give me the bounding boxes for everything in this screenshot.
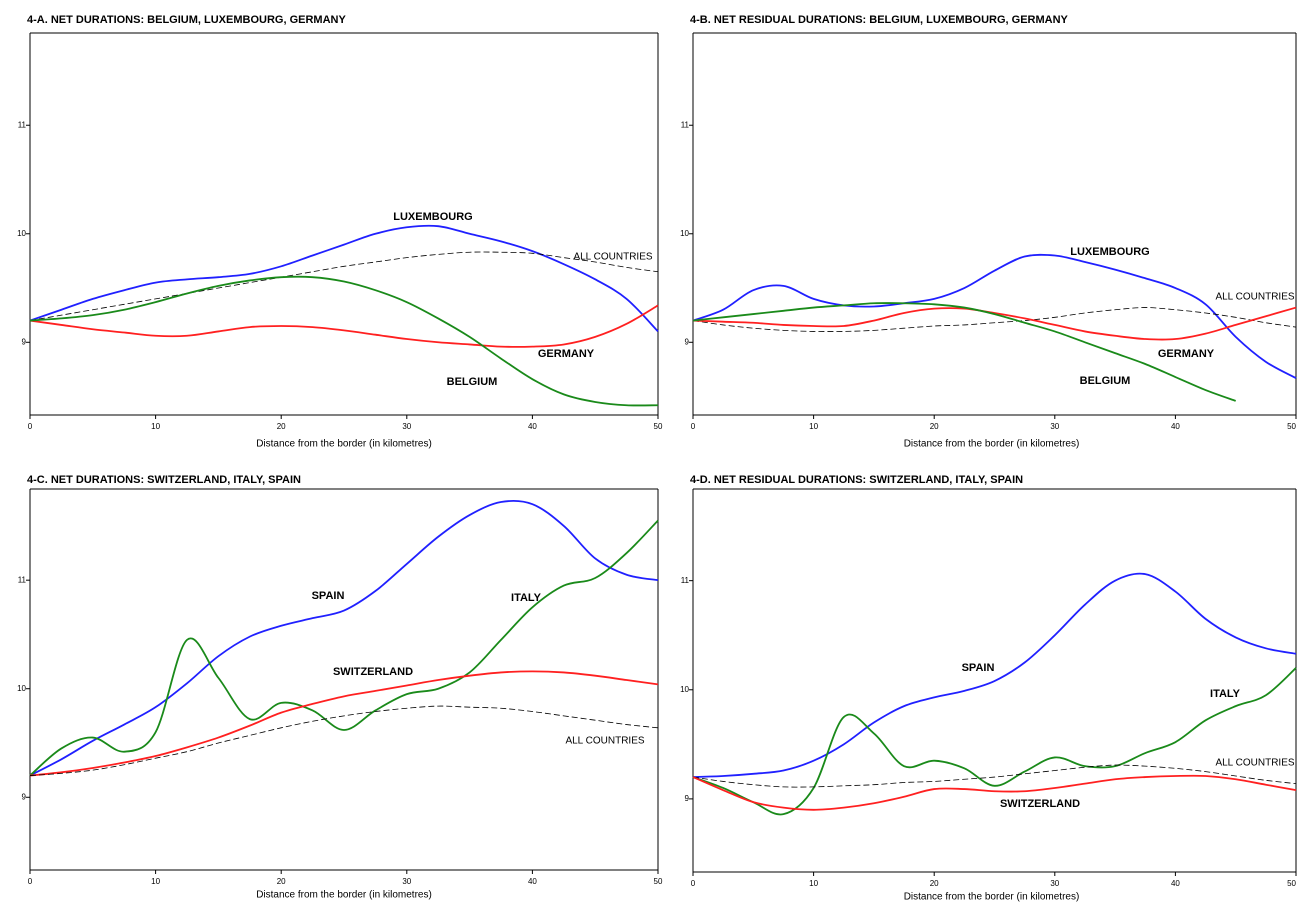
series-line (29, 224, 659, 333)
series-label: ALL COUNTRIES (1215, 758, 1294, 769)
x-tick-label: 30 (1050, 879, 1059, 888)
x-tick-label: 40 (1171, 422, 1180, 431)
y-tick-label: 10 (17, 684, 26, 693)
chart-title: 4-A. NET DURATIONS: BELGIUM, LUXEMBOURG,… (27, 14, 346, 26)
x-tick-label: 0 (691, 422, 696, 431)
y-tick-label: 10 (680, 229, 689, 238)
y-tick-label: 11 (18, 575, 27, 584)
series-line (29, 251, 659, 321)
chart-title: 4-D. NET RESIDUAL DURATIONS: SWITZERLAND… (690, 474, 1023, 486)
series-line (692, 667, 1297, 816)
x-tick-label: 20 (930, 422, 939, 431)
y-tick-label: 9 (685, 794, 690, 803)
series-label: SPAIN (962, 662, 995, 674)
series-line (692, 306, 1297, 341)
series-line (692, 572, 1297, 778)
y-tick-label: 11 (681, 120, 690, 129)
y-tick-label: 9 (22, 337, 27, 346)
series-line (29, 670, 659, 777)
series-label: ALL COUNTRIES (565, 736, 644, 747)
series-label: ITALY (511, 592, 542, 604)
y-tick-label: 11 (18, 120, 27, 129)
x-tick-label: 10 (809, 879, 818, 888)
series-label: LUXEMBOURG (393, 211, 472, 223)
x-tick-label: 0 (28, 877, 33, 886)
y-tick-label: 9 (22, 792, 27, 801)
series-label: LUXEMBOURG (1070, 246, 1149, 258)
x-axis-label: Distance from the border (in kilometres) (904, 892, 1080, 903)
series-line (692, 774, 1297, 811)
x-tick-label: 50 (654, 422, 663, 431)
x-tick-label: 10 (151, 422, 160, 431)
x-tick-label: 20 (277, 422, 286, 431)
x-tick-label: 10 (151, 877, 160, 886)
x-tick-label: 0 (28, 422, 33, 431)
x-axis-label: Distance from the border (in kilometres) (256, 890, 432, 901)
y-tick-label: 11 (681, 576, 690, 585)
series-label: BELGIUM (1080, 375, 1131, 387)
x-tick-label: 20 (930, 879, 939, 888)
x-tick-label: 50 (1287, 422, 1296, 431)
series-line (29, 519, 659, 777)
x-axis-label: Distance from the border (in kilometres) (904, 439, 1080, 450)
x-tick-label: 40 (528, 422, 537, 431)
series-line (692, 253, 1297, 379)
series-line (692, 764, 1297, 788)
series-label: SWITZERLAND (333, 666, 413, 678)
series-label: SPAIN (312, 590, 345, 602)
series-line (29, 275, 659, 407)
x-tick-label: 10 (809, 422, 818, 431)
y-tick-label: 9 (685, 337, 690, 346)
x-axis-label: Distance from the border (in kilometres) (256, 439, 432, 450)
series-line (692, 307, 1297, 332)
x-tick-label: 30 (402, 422, 411, 431)
y-tick-label: 10 (680, 685, 689, 694)
series-label: ITALY (1210, 688, 1241, 700)
series-label: GERMANY (1158, 348, 1215, 360)
chart-title: 4-B. NET RESIDUAL DURATIONS: BELGIUM, LU… (690, 14, 1069, 26)
y-tick-label: 10 (17, 229, 26, 238)
x-tick-label: 0 (691, 879, 696, 888)
series-line (29, 304, 659, 348)
x-tick-label: 30 (1050, 422, 1059, 431)
series-line (29, 705, 659, 776)
x-tick-label: 50 (654, 877, 663, 886)
x-tick-label: 20 (277, 877, 286, 886)
x-tick-label: 50 (1287, 879, 1296, 888)
series-label: ALL COUNTRIES (1215, 292, 1294, 303)
series-line (692, 302, 1237, 402)
x-tick-label: 30 (402, 877, 411, 886)
series-label: SWITZERLAND (1000, 798, 1080, 810)
x-tick-label: 40 (528, 877, 537, 886)
chart-title: 4-C. NET DURATIONS: SWITZERLAND, ITALY, … (27, 474, 301, 486)
series-label: GERMANY (538, 348, 595, 360)
series-label: BELGIUM (447, 376, 498, 388)
series-line (29, 499, 659, 777)
x-tick-label: 40 (1171, 879, 1180, 888)
series-label: ALL COUNTRIES (573, 252, 652, 263)
